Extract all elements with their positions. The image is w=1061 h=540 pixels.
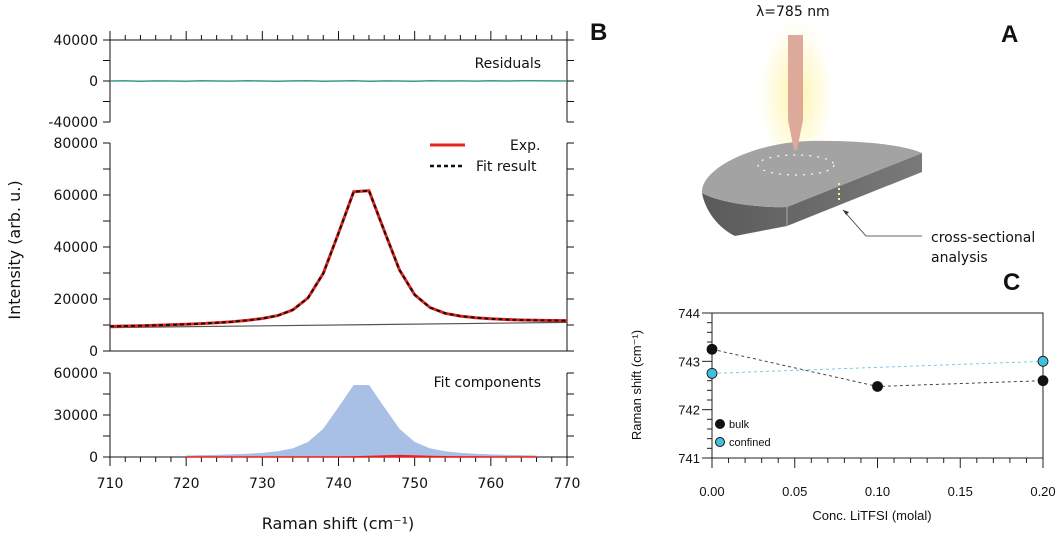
b-components-y-tick-label: 30000 — [53, 408, 98, 424]
c-x-tick-label: 0.20 — [1030, 484, 1055, 499]
annotation-line-1: cross-sectional — [931, 230, 1035, 246]
c-bulk-trend-line — [711, 348, 1044, 387]
annotation-line-2: analysis — [931, 250, 988, 266]
sample-illustration: λ=785 nm cross-sectional analysis — [701, 4, 1035, 266]
panel-c-shift-chart: 0.00 0.05 0.10 0.15 0.20 744 743 742 741 — [678, 306, 1055, 499]
b-residuals-y-tick-label: -40000 — [48, 115, 98, 131]
disc-side — [702, 153, 922, 236]
b-main-y-tick-label: 0 — [89, 344, 98, 360]
panel-b-spectrum-chart: 40000 0 -40000 80000 60000 40000 20000 0 60000 30… — [48, 31, 580, 492]
c-y-tick-label: 741 — [678, 451, 700, 466]
b-component-2-area — [186, 454, 537, 458]
b-x-tick-label: 730 — [249, 476, 276, 492]
b-main-y-tick-label: 60000 — [53, 188, 98, 204]
laser-beam — [788, 35, 803, 150]
b-components-y-tick-label: 0 — [89, 450, 98, 466]
b-x-tick-label: 720 — [173, 476, 200, 492]
b-components-y-tick-label: 60000 — [53, 366, 98, 382]
c-legend-bulk-marker — [715, 419, 725, 429]
b-y-axis-label: Intensity (arb. u.) — [5, 180, 24, 319]
b-x-tick-label: 740 — [325, 476, 352, 492]
laser-wavelength-label: λ=785 nm — [756, 4, 830, 20]
b-fit-line — [109, 189, 568, 328]
b-exp-line — [109, 189, 568, 328]
panel-letter-a: A — [1001, 21, 1018, 48]
c-x-axis-label: Conc. LiTFSI (molal) — [812, 508, 931, 523]
b-main-y-tick-label: 20000 — [53, 292, 98, 308]
annotation-arrow — [842, 209, 922, 237]
c-confined-point — [1037, 355, 1049, 367]
arrow-head-icon — [843, 210, 849, 215]
b-legend-fit-label: Fit result — [476, 159, 537, 175]
c-bulk-point — [706, 343, 718, 355]
b-x-tick-label: 750 — [401, 476, 428, 492]
b-residuals-label: Residuals — [475, 56, 541, 72]
c-y-axis-label: Raman shift (cm⁻¹) — [629, 330, 644, 440]
c-bulk-point — [1037, 375, 1049, 387]
c-x-tick-label: 0.10 — [865, 484, 890, 499]
panel-letter-b: B — [590, 19, 607, 46]
b-component-1-area — [185, 385, 537, 458]
c-x-tick-label: 0.05 — [782, 484, 807, 499]
b-baseline-line — [109, 321, 568, 329]
c-bulk-point — [872, 381, 883, 392]
c-confined-trend-line — [711, 360, 1044, 374]
b-x-axis-label: Raman shift (cm⁻¹) — [262, 514, 415, 533]
b-legend-exp-label: Exp. — [510, 138, 540, 154]
b-x-tick-label: 770 — [554, 476, 581, 492]
b-components-label: Fit components — [434, 375, 541, 391]
b-residuals-y-tick-label: 40000 — [53, 33, 98, 49]
b-x-tick-label: 710 — [97, 476, 124, 492]
c-x-tick-label: 0.00 — [699, 484, 724, 499]
b-x-tick-label: 760 — [477, 476, 504, 492]
c-legend-confined-label: confined — [729, 437, 771, 449]
measurement-ring — [757, 154, 835, 176]
c-legend-bulk-label: bulk — [729, 419, 750, 431]
c-x-tick-label: 0.15 — [948, 484, 973, 499]
b-residuals-line — [109, 79, 568, 83]
c-y-tick-label: 743 — [678, 354, 700, 369]
b-main-y-tick-label: 40000 — [53, 240, 98, 256]
c-confined-point — [706, 368, 718, 379]
c-y-tick-label: 744 — [678, 306, 700, 321]
c-y-tick-label: 742 — [678, 403, 700, 418]
panel-letter-c: C — [1003, 269, 1020, 296]
c-legend-confined-marker — [715, 437, 725, 447]
b-residuals-y-tick-label: 0 — [89, 74, 98, 90]
b-main-y-tick-label: 80000 — [53, 136, 98, 152]
